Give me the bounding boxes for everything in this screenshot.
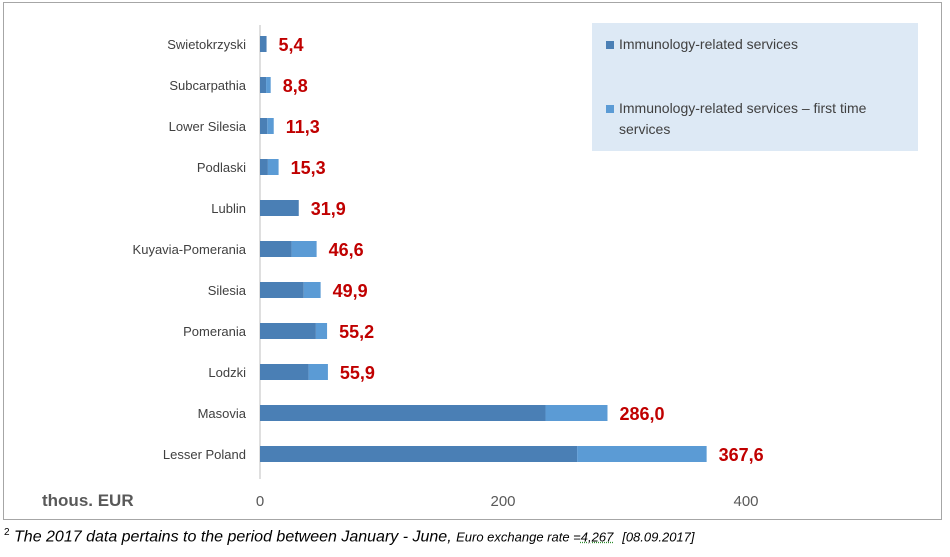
- x-tick-label-200: 200: [490, 493, 515, 510]
- total-label-lesser-poland: 367,6: [719, 445, 764, 465]
- bar-first-time-pomerania: [315, 323, 328, 339]
- bar-immunology-lower-silesia: [260, 118, 268, 134]
- bar-immunology-podlaski: [260, 159, 268, 175]
- bar-immunology-masovia: [260, 405, 546, 421]
- footnote-rate-prefix: Euro exchange rate =: [456, 529, 581, 545]
- bar-immunology-lublin: [260, 200, 299, 216]
- bar-first-time-lower-silesia: [267, 118, 274, 134]
- category-label-subcarpathia: Subcarpathia: [169, 78, 246, 93]
- footnote-rate-value: 4,267: [580, 529, 614, 545]
- bar-immunology-lodzki: [260, 364, 309, 380]
- category-label-lublin: Lublin: [211, 201, 246, 216]
- x-tick-label-0: 0: [256, 493, 264, 510]
- category-label-kuyavia-pomerania: Kuyavia-Pomerania: [133, 242, 247, 257]
- category-label-silesia: Silesia: [208, 283, 247, 298]
- bar-immunology-lesser-poland: [260, 446, 578, 462]
- total-label-lower-silesia: 11,3: [286, 117, 320, 137]
- labels-layer: Swietokrzyski 5,4 Subcarpathia 8,8 Lower Sil…: [133, 35, 764, 465]
- bar-first-time-lesser-poland: [577, 446, 707, 462]
- bar-first-time-kuyavia-pomerania: [291, 241, 317, 257]
- total-label-swietokrzyski: 5,4: [279, 35, 304, 55]
- x-tick-label-400: 400: [733, 493, 758, 510]
- chart-frame: Swietokrzyski 5,4 Subcarpathia 8,8 Lower Sil…: [3, 2, 942, 520]
- x-axis-ticks: 0 200 400: [256, 493, 759, 510]
- total-label-masovia: 286,0: [619, 404, 664, 424]
- category-label-lesser-poland: Lesser Poland: [163, 447, 246, 462]
- legend-swatch-first-time: [606, 105, 614, 113]
- bar-immunology-pomerania: [260, 323, 316, 339]
- legend-label-first-time: Immunology-related services – first time…: [619, 100, 867, 137]
- bar-chart: Swietokrzyski 5,4 Subcarpathia 8,8 Lower Sil…: [42, 25, 764, 510]
- footnote-main-text: The 2017 data pertains to the period bet…: [14, 528, 452, 546]
- bar-immunology-silesia: [260, 282, 304, 298]
- bar-first-time-podlaski: [267, 159, 279, 175]
- category-label-masovia: Masovia: [198, 406, 247, 421]
- category-label-pomerania: Pomerania: [183, 324, 247, 339]
- footnote-marker: 2: [4, 527, 10, 538]
- total-label-lublin: 31,9: [311, 199, 346, 219]
- footnote: 2 The 2017 data pertains to the period b…: [4, 527, 944, 546]
- bar-first-time-lodzki: [308, 364, 328, 380]
- bar-immunology-kuyavia-pomerania: [260, 241, 292, 257]
- bar-first-time-silesia: [303, 282, 321, 298]
- total-label-subcarpathia: 8,8: [283, 76, 308, 96]
- footnote-rate-date: [08.09.2017]: [622, 529, 695, 545]
- x-axis-unit-label: thous. EUR: [42, 491, 134, 510]
- category-label-lodzki: Lodzki: [208, 365, 246, 380]
- legend-swatch-immunology: [606, 41, 614, 49]
- bar-immunology-subcarpathia: [260, 77, 267, 93]
- chart-legend: Immunology-related services Immunology-r…: [592, 23, 918, 151]
- bar-first-time-subcarpathia: [266, 77, 271, 93]
- bar-first-time-masovia: [545, 405, 608, 421]
- legend-label-immunology: Immunology-related services: [619, 36, 798, 52]
- category-label-lower-silesia: Lower Silesia: [169, 119, 247, 134]
- total-label-kuyavia-pomerania: 46,6: [329, 240, 364, 260]
- total-label-silesia: 49,9: [333, 281, 368, 301]
- total-label-lodzki: 55,9: [340, 363, 375, 383]
- total-label-podlaski: 15,3: [291, 158, 326, 178]
- category-label-podlaski: Podlaski: [197, 160, 246, 175]
- total-label-pomerania: 55,2: [339, 322, 374, 342]
- bars-layer: [260, 36, 707, 462]
- category-label-swietokrzyski: Swietokrzyski: [167, 37, 246, 52]
- bar-immunology-swietokrzyski: [260, 36, 267, 52]
